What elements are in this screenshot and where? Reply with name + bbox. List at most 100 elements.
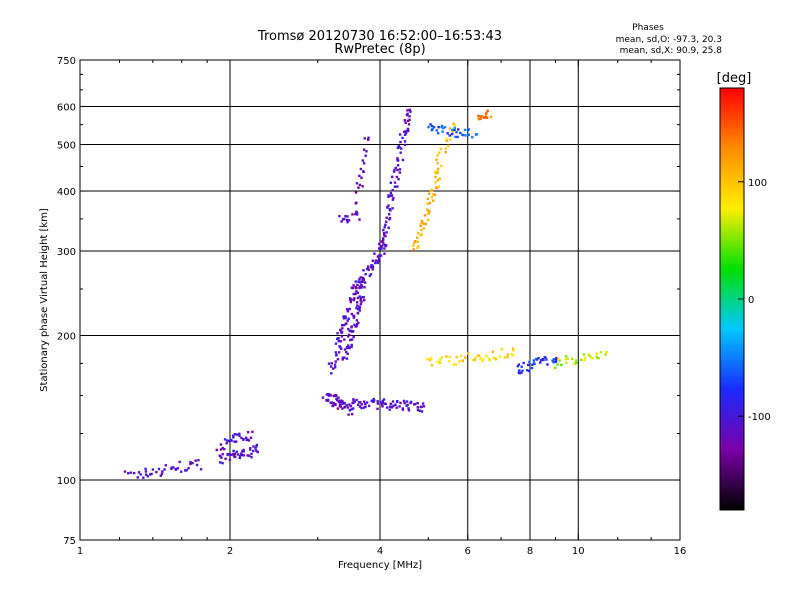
data-point xyxy=(339,346,342,349)
data-point xyxy=(399,401,402,405)
data-point xyxy=(392,404,395,408)
data-point xyxy=(448,134,451,137)
x-tick-label: 10 xyxy=(572,546,585,557)
data-point xyxy=(440,164,443,168)
x-tick-label: 8 xyxy=(527,546,533,557)
data-point xyxy=(537,356,540,360)
phase-heading: Phases xyxy=(632,23,664,33)
data-point xyxy=(445,139,449,142)
data-point xyxy=(511,347,515,350)
data-point xyxy=(355,324,358,328)
data-point xyxy=(402,399,406,403)
data-point xyxy=(396,164,400,167)
data-point xyxy=(251,430,254,434)
data-point xyxy=(352,292,356,296)
data-point xyxy=(449,138,452,141)
data-point xyxy=(388,405,392,408)
data-point xyxy=(342,315,345,318)
data-point xyxy=(378,254,381,257)
data-point xyxy=(535,357,538,361)
data-point xyxy=(417,232,420,235)
data-point xyxy=(538,361,542,364)
data-point xyxy=(471,358,475,362)
data-point xyxy=(352,316,356,319)
data-point xyxy=(358,405,362,408)
data-point xyxy=(478,115,482,119)
grid-lines xyxy=(80,60,680,540)
data-point xyxy=(170,467,173,471)
data-point xyxy=(398,133,402,136)
data-point xyxy=(348,346,351,349)
data-point xyxy=(355,319,359,322)
data-point xyxy=(325,393,329,396)
data-point xyxy=(396,400,399,404)
data-point xyxy=(364,272,367,276)
data-point xyxy=(362,296,365,299)
data-point xyxy=(407,407,410,410)
data-point xyxy=(349,300,353,304)
data-point xyxy=(384,223,387,227)
data-point xyxy=(242,454,246,457)
data-point xyxy=(333,394,336,397)
data-point xyxy=(396,157,399,160)
data-point xyxy=(482,116,486,119)
data-point xyxy=(374,261,377,265)
y-tick-label: 600 xyxy=(57,103,76,114)
data-point xyxy=(498,355,502,358)
data-point xyxy=(341,400,344,403)
data-point xyxy=(532,359,536,362)
data-point xyxy=(240,453,244,457)
data-point xyxy=(350,412,354,416)
data-point xyxy=(560,363,563,366)
data-point xyxy=(356,304,359,307)
data-point xyxy=(327,362,331,365)
data-point xyxy=(215,448,218,452)
data-point xyxy=(347,413,350,416)
data-point xyxy=(516,364,520,368)
data-point xyxy=(334,360,337,363)
data-point xyxy=(546,363,549,366)
data-point xyxy=(526,363,530,367)
data-point xyxy=(429,123,432,126)
data-point xyxy=(361,185,364,188)
data-point xyxy=(361,276,365,280)
data-point xyxy=(221,446,224,450)
data-point xyxy=(429,356,433,360)
data-point xyxy=(331,404,335,408)
data-point xyxy=(346,308,349,311)
data-point xyxy=(448,359,451,363)
data-point xyxy=(420,221,423,225)
data-point xyxy=(454,363,458,366)
data-point xyxy=(436,360,439,364)
data-point xyxy=(225,439,229,442)
data-point xyxy=(407,129,410,133)
data-point xyxy=(355,201,358,204)
data-point xyxy=(387,226,390,229)
y-tick-label: 75 xyxy=(63,536,76,547)
data-point xyxy=(482,358,486,361)
data-point xyxy=(233,452,237,456)
data-point xyxy=(225,441,228,445)
data-point xyxy=(436,162,439,165)
phase-stats-x: mean, sd,X: 90.9, 25.8 xyxy=(620,46,723,56)
data-point xyxy=(223,438,227,441)
data-point xyxy=(127,472,130,475)
data-point xyxy=(160,472,164,476)
data-point xyxy=(383,226,386,229)
data-point xyxy=(385,216,388,219)
data-point xyxy=(358,307,361,310)
data-point xyxy=(321,396,325,399)
data-point xyxy=(362,162,366,165)
data-point xyxy=(365,150,368,153)
data-point xyxy=(362,170,365,173)
data-point xyxy=(359,297,363,300)
data-point xyxy=(511,354,515,357)
data-point xyxy=(463,128,467,132)
data-point xyxy=(335,397,338,400)
data-point xyxy=(605,350,609,354)
data-point xyxy=(435,186,438,189)
data-point xyxy=(363,137,366,140)
data-point xyxy=(406,119,410,123)
data-point xyxy=(420,233,423,236)
data-point xyxy=(518,369,521,372)
